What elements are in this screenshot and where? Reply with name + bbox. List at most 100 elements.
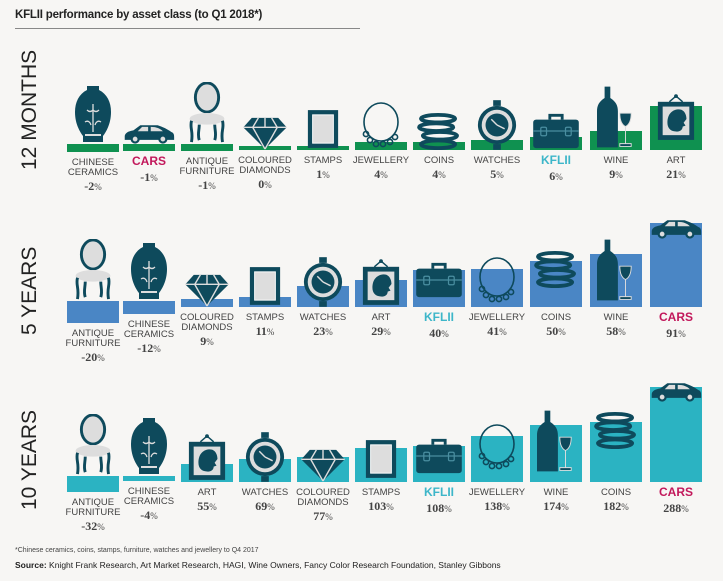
- value-number: 288: [663, 501, 682, 515]
- value-label: 77%: [289, 509, 357, 524]
- bar: [67, 144, 119, 152]
- bar-group: WINE 58%: [590, 195, 642, 370]
- bar-group: CHINESE CERAMICS -12%: [123, 195, 175, 370]
- chinese-ceramics-icon: [67, 84, 119, 144]
- bar: [297, 146, 349, 150]
- art-icon: [355, 259, 407, 307]
- category-label: CHINESE CERAMICS: [67, 157, 119, 178]
- value-label: -2%: [59, 179, 127, 194]
- value-unit: %: [383, 327, 391, 337]
- value-number: 9: [609, 167, 616, 181]
- value-unit: %: [208, 181, 216, 191]
- value-number: 21: [666, 167, 679, 181]
- stamps-icon: [297, 108, 349, 150]
- wine-icon: [590, 237, 642, 303]
- bar-group: ART 29%: [355, 195, 407, 370]
- antique-furniture-icon: [67, 239, 119, 301]
- value-label: 41%: [463, 324, 531, 339]
- category-label: WINE: [543, 487, 569, 498]
- cars-icon: [123, 122, 175, 144]
- bar: [650, 223, 702, 307]
- category-label: ANTIQUE FURNITURE: [65, 497, 121, 518]
- value-number: -20: [81, 350, 98, 364]
- category-label: WATCHES: [473, 155, 521, 166]
- value-number: -1: [140, 170, 151, 184]
- value-label: 4%: [405, 167, 473, 182]
- value-number: 1: [316, 167, 323, 181]
- bar-group: CHINESE CERAMICS -4%: [123, 370, 175, 535]
- category-label: WINE: [603, 155, 629, 166]
- coloured-diamonds-icon: [239, 116, 291, 150]
- bar-group: WINE 9%: [590, 30, 642, 195]
- bar-group: COINS 4%: [413, 30, 465, 195]
- bar-group: COINS 50%: [530, 195, 582, 370]
- value-unit: %: [325, 327, 333, 337]
- antique-furniture-icon: [67, 414, 119, 476]
- value-number: -4: [140, 508, 151, 522]
- footnote: *Chinese ceramics, coins, stamps, furnit…: [15, 547, 259, 554]
- bar-group: STAMPS 11%: [239, 195, 291, 370]
- value-number: 6: [549, 169, 556, 183]
- bar-group: STAMPS 1%: [297, 30, 349, 195]
- source-text: Knight Frank Research, Art Market Resear…: [49, 560, 501, 570]
- value-unit: %: [555, 172, 563, 182]
- value-unit: %: [209, 502, 217, 512]
- value-unit: %: [380, 170, 388, 180]
- value-unit: %: [206, 337, 214, 347]
- value-label: -12%: [115, 341, 183, 356]
- value-unit: %: [322, 170, 330, 180]
- value-label: 9%: [582, 167, 650, 182]
- value-unit: %: [153, 344, 161, 355]
- coins-icon: [590, 411, 642, 449]
- value-unit: %: [97, 353, 105, 363]
- bar-group: KFLII 40%: [413, 195, 465, 370]
- value-number: 0: [258, 177, 265, 191]
- value-number: 40: [429, 326, 442, 340]
- value-label: 9%: [173, 334, 241, 349]
- value-number: 91: [666, 326, 679, 340]
- category-label: ANTIQUE FURNITURE: [65, 328, 121, 349]
- kflii-icon: [413, 437, 465, 475]
- bar: [413, 141, 465, 150]
- bar-group: ANTIQUE FURNITURE -32%: [66, 370, 120, 535]
- value-label: 174%: [522, 499, 590, 514]
- value-number: 69: [255, 499, 268, 513]
- category-label: ART: [371, 312, 391, 323]
- bar-group: JEWELLERY 138%: [469, 370, 525, 535]
- value-unit: %: [438, 170, 446, 180]
- value-unit: %: [615, 170, 623, 180]
- cars-icon: [650, 380, 702, 402]
- value-number: -2: [84, 179, 95, 193]
- panel-5-years: 5 YEARS ANTIQUE FURNITURE -20% CHINESE CERA…: [0, 195, 723, 370]
- category-label: STAMPS: [303, 155, 343, 166]
- period-label: 12 MONTHS: [18, 49, 41, 170]
- panel-12-months: 12 MONTHS CHINESE CERAMICS -2% CARS -1% ANTIQ…: [0, 30, 723, 195]
- value-label: 138%: [463, 499, 531, 514]
- value-label: 182%: [582, 499, 650, 514]
- value-label: 5%: [463, 167, 531, 182]
- category-label: ART: [666, 155, 686, 166]
- jewellery-icon: [471, 424, 523, 472]
- period-label: 10 YEARS: [18, 409, 41, 510]
- value-number: 182: [603, 499, 622, 513]
- bar-group: WINE 174%: [530, 370, 582, 535]
- value-label: -20%: [59, 350, 127, 365]
- value-label: 1%: [289, 167, 357, 182]
- category-label: ANTIQUE FURNITURE: [179, 156, 235, 177]
- bar: [123, 144, 175, 151]
- category-label: WATCHES: [241, 487, 289, 498]
- jewellery-icon: [355, 102, 407, 150]
- value-unit: %: [441, 329, 449, 339]
- bar: [67, 301, 119, 323]
- value-label: 288%: [642, 501, 710, 516]
- value-unit: %: [150, 511, 158, 521]
- value-number: 23: [313, 324, 326, 338]
- bar-group: STAMPS 103%: [355, 370, 407, 535]
- value-number: 4: [374, 167, 381, 181]
- kflii-icon: [530, 112, 582, 150]
- category-label: CHINESE CERAMICS: [123, 486, 175, 507]
- category-label: COLOURED DIAMONDS: [296, 487, 350, 508]
- category-label: KFLII: [541, 153, 571, 167]
- value-label: 50%: [522, 324, 590, 339]
- source-label: Source:: [15, 560, 47, 570]
